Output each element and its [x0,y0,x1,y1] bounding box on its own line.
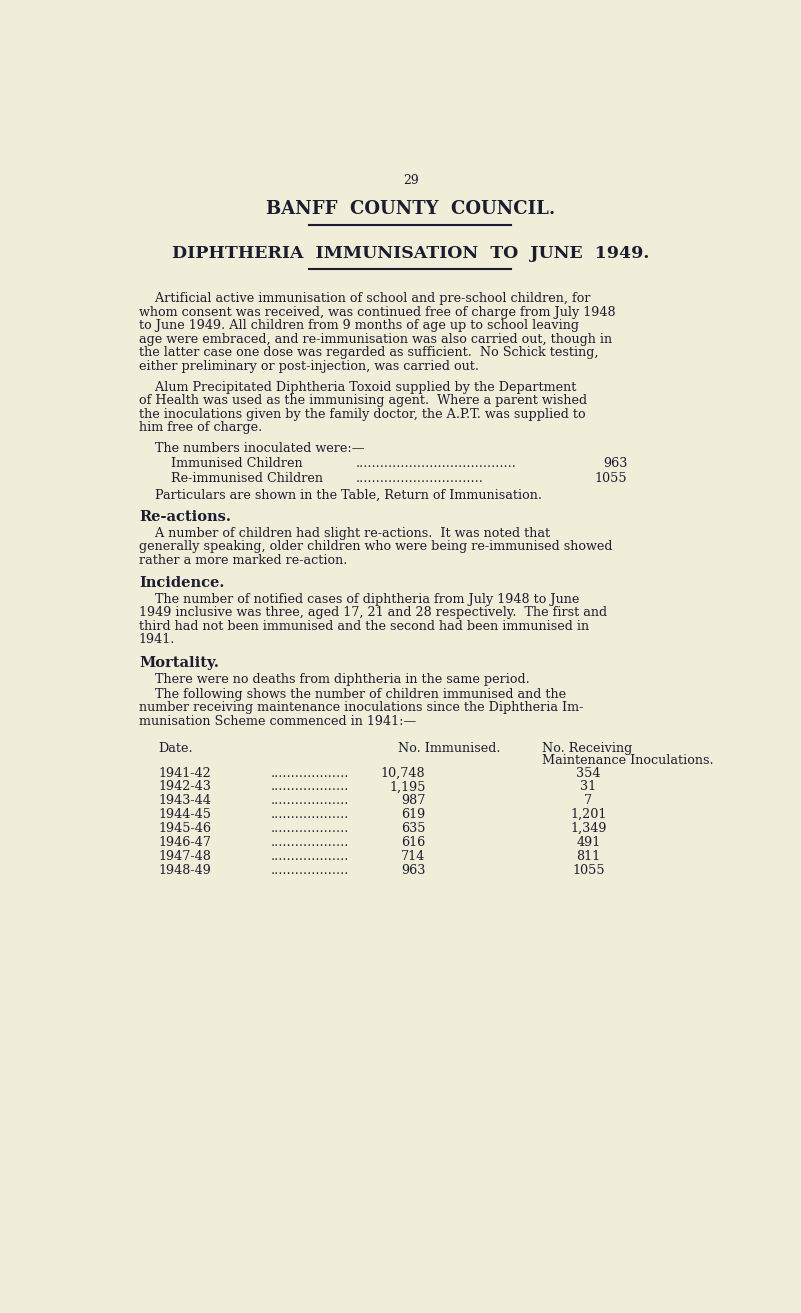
Text: ...................: ................... [271,836,349,850]
Text: ...................: ................... [271,822,349,835]
Text: 31: 31 [580,780,597,793]
Text: A number of children had slight re-actions.  It was noted that: A number of children had slight re-actio… [139,527,550,540]
Text: Maintenance Inoculations.: Maintenance Inoculations. [541,754,714,767]
Text: ...................: ................... [271,767,349,780]
Text: 1948-49: 1948-49 [159,864,211,877]
Text: Date.: Date. [159,742,193,755]
Text: 616: 616 [401,836,425,850]
Text: ...................: ................... [271,809,349,821]
Text: 1,195: 1,195 [389,780,425,793]
Text: ...................: ................... [271,794,349,807]
Text: There were no deaths from diphtheria in the same period.: There were no deaths from diphtheria in … [139,672,529,685]
Text: generally speaking, older children who were being re-immunised showed: generally speaking, older children who w… [139,540,613,553]
Text: munisation Scheme commenced in 1941:—: munisation Scheme commenced in 1941:— [139,714,417,727]
Text: 1942-43: 1942-43 [159,780,211,793]
Text: ...................: ................... [271,864,349,877]
Text: ...................: ................... [271,780,349,793]
Text: 1,349: 1,349 [570,822,606,835]
Text: 619: 619 [401,809,425,821]
Text: 29: 29 [403,175,419,188]
Text: 10,748: 10,748 [381,767,425,780]
Text: age were embraced, and re-immunisation was also carried out, though in: age were embraced, and re-immunisation w… [139,332,612,345]
Text: 1947-48: 1947-48 [159,850,211,863]
Text: 1055: 1055 [572,864,605,877]
Text: Artificial active immunisation of school and pre-school children, for: Artificial active immunisation of school… [139,293,590,306]
Text: 1944-45: 1944-45 [159,809,211,821]
Text: Particulars are shown in the Table, Return of Immunisation.: Particulars are shown in the Table, Retu… [139,488,541,502]
Text: number receiving maintenance inoculations since the Diphtheria Im-: number receiving maintenance inoculation… [139,701,583,714]
Text: the latter case one dose was regarded as sufficient.  No Schick testing,: the latter case one dose was regarded as… [139,347,598,360]
Text: 1945-46: 1945-46 [159,822,211,835]
Text: whom consent was received, was continued free of charge from July 1948: whom consent was received, was continued… [139,306,615,319]
Text: BANFF  COUNTY  COUNCIL.: BANFF COUNTY COUNCIL. [266,200,556,218]
Text: 1941-42: 1941-42 [159,767,211,780]
Text: 1941.: 1941. [139,633,175,646]
Text: The number of notified cases of diphtheria from July 1948 to June: The number of notified cases of diphther… [139,593,579,607]
Text: Incidence.: Incidence. [139,576,224,591]
Text: 963: 963 [602,457,627,470]
Text: 354: 354 [576,767,601,780]
Text: him free of charge.: him free of charge. [139,421,262,435]
Text: either preliminary or post-injection, was carried out.: either preliminary or post-injection, wa… [139,360,479,373]
Text: the inoculations given by the family doctor, the A.P.T. was supplied to: the inoculations given by the family doc… [139,408,586,420]
Text: 963: 963 [401,864,425,877]
Text: 1946-47: 1946-47 [159,836,211,850]
Text: 714: 714 [401,850,425,863]
Text: 7: 7 [584,794,593,807]
Text: 1949 inclusive was three, aged 17, 21 and 28 respectively.  The first and: 1949 inclusive was three, aged 17, 21 an… [139,607,607,620]
Text: No. Receiving: No. Receiving [541,742,632,755]
Text: Alum Precipitated Diphtheria Toxoid supplied by the Department: Alum Precipitated Diphtheria Toxoid supp… [139,381,576,394]
Text: 1943-44: 1943-44 [159,794,211,807]
Text: rather a more marked re-action.: rather a more marked re-action. [139,554,348,567]
Text: Re-actions.: Re-actions. [139,511,231,524]
Text: third had not been immunised and the second had been immunised in: third had not been immunised and the sec… [139,620,589,633]
Text: The following shows the number of children immunised and the: The following shows the number of childr… [139,688,566,701]
Text: 811: 811 [576,850,601,863]
Text: DIPHTHERIA  IMMUNISATION  TO  JUNE  1949.: DIPHTHERIA IMMUNISATION TO JUNE 1949. [172,244,650,261]
Text: 1055: 1055 [594,473,627,486]
Text: 491: 491 [576,836,601,850]
Text: of Health was used as the immunising agent.  Where a parent wished: of Health was used as the immunising age… [139,394,587,407]
Text: ...................: ................... [271,850,349,863]
Text: Mortality.: Mortality. [139,656,219,670]
Text: to June 1949. All children from 9 months of age up to school leaving: to June 1949. All children from 9 months… [139,319,579,332]
Text: ...............................: ............................... [356,473,484,486]
Text: Immunised Children: Immunised Children [139,457,303,470]
Text: .......................................: ....................................... [356,457,517,470]
Text: No. Immunised.: No. Immunised. [399,742,501,755]
Text: Re-immunised Children: Re-immunised Children [139,473,323,486]
Text: 1,201: 1,201 [570,809,606,821]
Text: 635: 635 [401,822,425,835]
Text: The numbers inoculated were:—: The numbers inoculated were:— [139,442,364,456]
Text: 987: 987 [401,794,425,807]
